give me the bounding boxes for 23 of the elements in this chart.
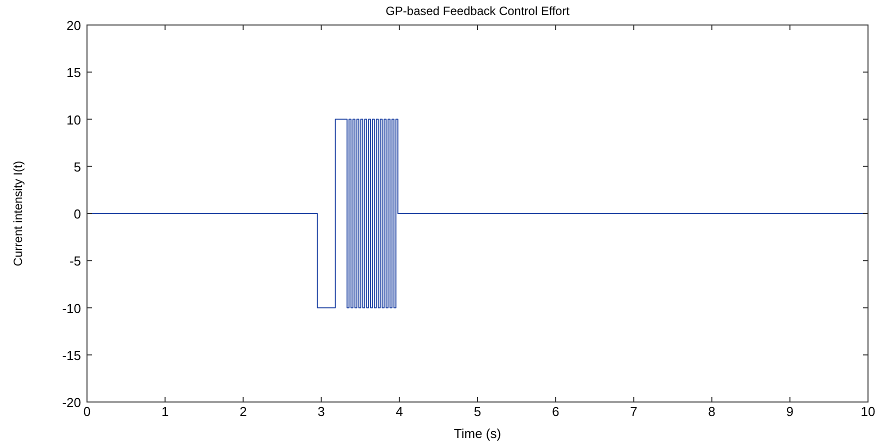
y-tick-label: -20 (62, 395, 81, 410)
y-tick-label: 20 (66, 18, 81, 33)
x-tick-label: 4 (396, 404, 404, 419)
chart-title: GP-based Feedback Control Effort (386, 4, 570, 18)
x-tick-label: 3 (318, 404, 325, 419)
x-axis-title: Time (s) (454, 426, 502, 441)
y-axis-title: Current intensity I(t) (11, 160, 25, 266)
y-tick-label: 15 (66, 65, 81, 80)
y-tick-label: -10 (62, 300, 81, 316)
x-tick-label: 7 (630, 404, 638, 419)
x-tick-label: 9 (786, 404, 794, 419)
x-tick-label: 8 (708, 404, 716, 419)
y-tick-label: -15 (62, 348, 81, 363)
x-tick-label: 2 (240, 404, 247, 419)
y-tick-label: 10 (66, 112, 81, 128)
x-tick-label: 0 (83, 404, 91, 419)
x-tick-label: 10 (860, 404, 876, 419)
y-tick-label: -5 (69, 254, 81, 269)
x-tick-label: 6 (552, 404, 560, 419)
y-tick-label: 0 (74, 206, 81, 222)
x-tick-label: 5 (474, 404, 482, 419)
x-tick-label: 1 (161, 404, 169, 419)
y-tick-label: 5 (74, 159, 81, 174)
